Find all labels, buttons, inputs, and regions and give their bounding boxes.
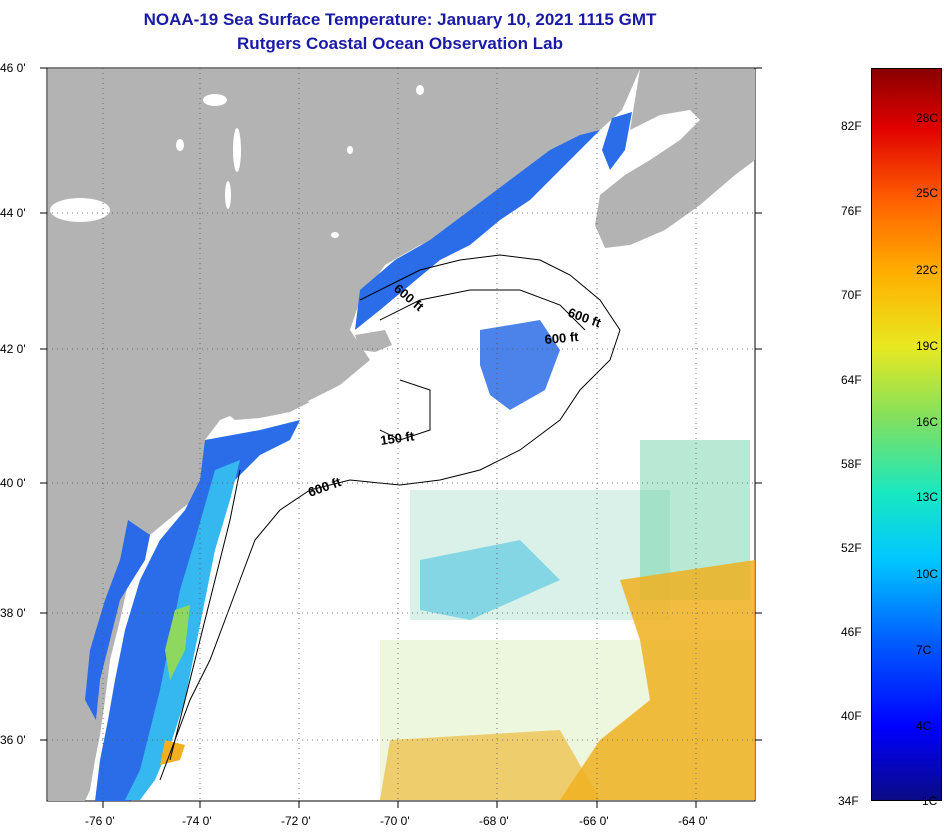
colorbar-c-16: 16C [916,415,939,429]
lon-label-66: -66 0' [579,814,609,828]
colorbar-c-7: 7C [916,643,932,657]
land-nova-scotia [595,69,755,248]
colorbar-f-52: 52F [841,541,862,555]
colorbar-f-64: 64F [841,373,862,387]
temperature-colorbar [871,68,942,801]
colorbar-f-40: 40F [841,709,862,723]
gulf-of-maine-cold [355,130,600,330]
lon-label-76: -76 0' [85,814,115,828]
lon-label-68: -68 0' [479,814,509,828]
georges-bank-cold [480,320,560,410]
colorbar-f-70: 70F [841,288,862,302]
colorbar-c-10: 10C [916,567,939,581]
coastal-warm-patch [165,605,190,680]
graticule [47,68,755,801]
lon-label-74: -74 0' [182,814,212,828]
land-long-island [225,398,310,420]
lat-label-40: 40 0' [0,476,26,490]
lon-label-72: -72 0' [281,814,311,828]
lat-label-42: 42 0' [0,342,26,356]
colorbar-f-82: 82F [841,119,862,133]
colorbar-f-58: 58F [841,457,862,471]
colorbar-f-34: 34F [838,794,859,808]
colorbar-f-76: 76F [841,204,862,218]
lon-label-64: -64 0' [678,814,708,828]
colorbar-c-25: 25C [916,186,939,200]
land-cape-cod [355,330,392,352]
cape-hatteras-warm [160,740,185,765]
map-title: NOAA-19 Sea Surface Temperature: January… [143,10,657,29]
lat-label-38: 38 0' [0,606,26,620]
colorbar-c-1: 1C [922,794,938,808]
colorbar-c-13: 13C [916,490,939,504]
contour-label-3: 600 ft [544,329,580,347]
lat-label-46: 46 0' [0,61,26,75]
land-mainland [48,69,640,801]
chesapeake-bay [85,520,150,720]
lat-label-44: 44 0' [0,206,26,220]
lat-label-36: 36 0' [0,733,26,747]
lon-label-70: -70 0' [380,814,410,828]
colorbar-c-4: 4C [916,719,932,733]
colorbar-c-28: 28C [916,111,939,125]
colorbar-f-46: 46F [841,625,862,639]
colorbar-c-19: 19C [916,339,939,353]
map-subtitle: Rutgers Coastal Ocean Observation Lab [237,34,563,53]
contour-label-4: 150 ft [379,428,415,448]
eastern-cold-strip [602,112,632,170]
lakes [50,85,424,238]
axis-ticks [40,67,762,808]
colorbar-c-22: 22C [916,263,939,277]
offshore-sst-data [380,440,755,800]
